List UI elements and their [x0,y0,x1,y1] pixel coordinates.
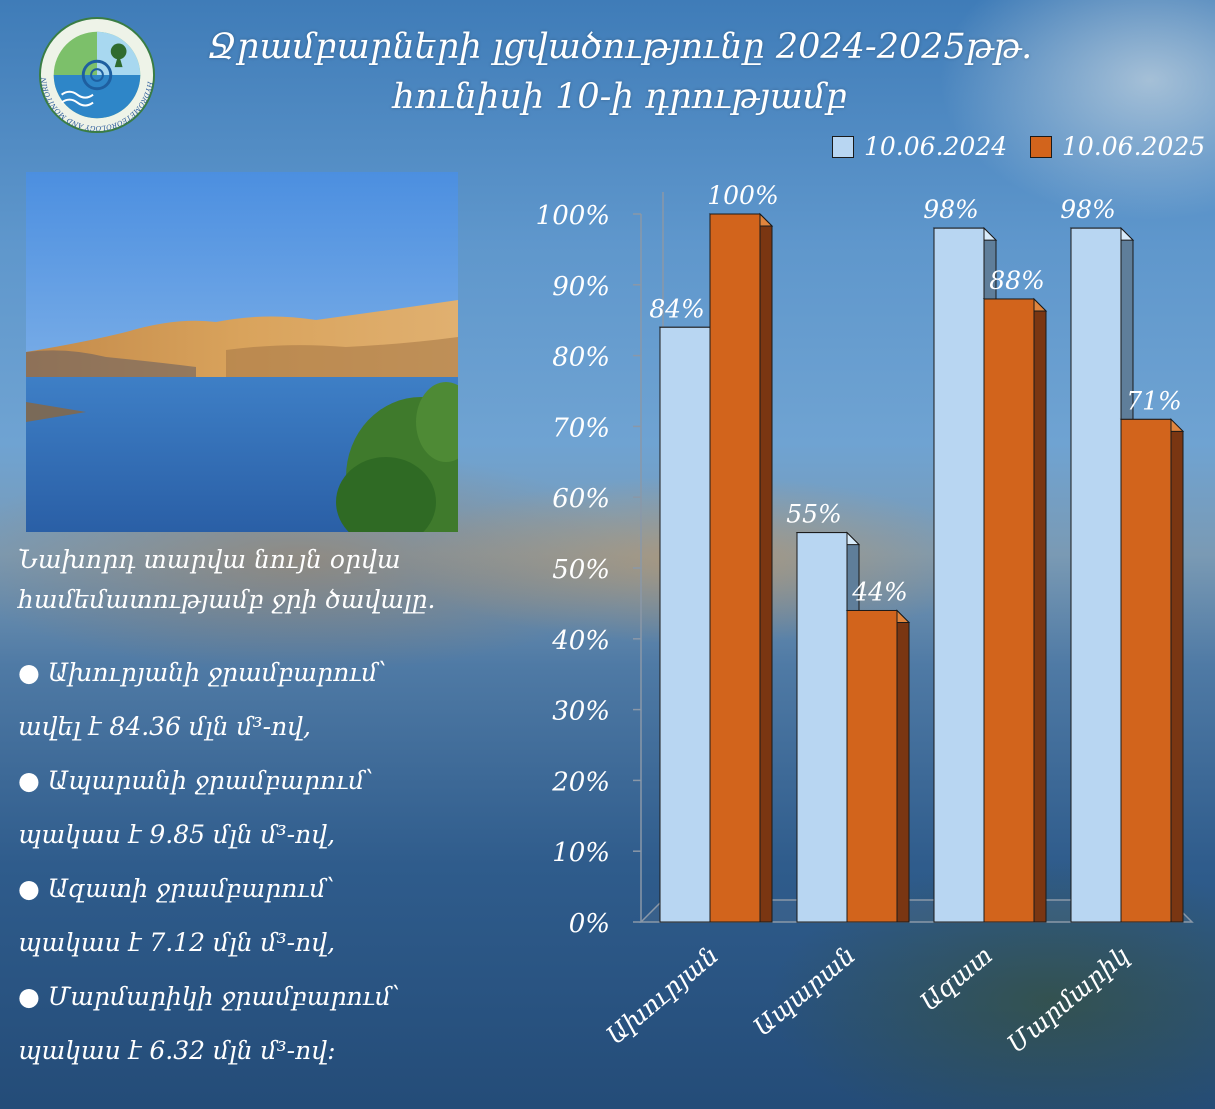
bullet-list: ● Ախուրյանի ջրամբարում՝ ավել է 84.36 մլն… [18,646,518,1078]
y-tick-label: 10% [552,838,610,868]
data-label: 55% [786,500,842,529]
bullet-marmarik: ● Մարմարիկի ջրամբարում՝ պակաս է 6.32 մլն… [18,970,518,1078]
title-line-2: հունիսի 10-ի դրությամբ [392,77,848,117]
title-line-1: Ջրամբարների լցվածությունը 2024-2025թթ. [207,27,1033,67]
y-tick-label: 40% [551,626,610,656]
bar [1120,418,1172,923]
y-tick-label: 50% [552,555,610,585]
y-tick-label: 80% [552,343,610,373]
bar-side [759,212,773,923]
legend-item-2025: 10.06.2025 [1030,132,1205,161]
legend-item-2024: 10.06.2024 [832,132,1007,161]
data-label: 88% [989,266,1045,295]
intro-line-2: համեմատությամբ ջրի ծավալը. [18,585,436,614]
bullet-title: ● Ազատի ջրամբարում՝ [18,874,335,903]
bar [1070,227,1122,923]
y-tick-label: 90% [552,272,610,302]
data-label: 84% [649,294,705,323]
bar [983,298,1035,923]
bullet-title: ● Մարմարիկի ջրամբարում՝ [18,982,401,1011]
reservoir-photo [26,172,458,532]
x-category-label: Ապարան [748,940,861,1041]
x-category-label: Ախուրյան [601,940,724,1050]
bar [933,227,985,923]
data-label: 98% [923,195,979,224]
y-tick-label: 30% [552,697,610,727]
bar-side [1033,297,1047,923]
bar [796,532,848,923]
legend-label-2024: 10.06.2024 [864,132,1008,161]
y-tick-label: 70% [552,413,610,443]
data-label: 71% [1126,386,1182,415]
bullet-detail: պակաս է 7.12 մլն մ³-ով, [18,928,336,957]
data-label: 98% [1060,195,1116,224]
y-tick-label: 100% [536,201,610,231]
summary-text: Նախորդ տարվա նույն օրվա համեմատությամբ ջ… [18,540,518,1078]
bullet-detail: ավել է 84.36 մլն մ³-ով, [18,712,311,741]
bullet-akhuryan: ● Ախուրյանի ջրամբարում՝ ավել է 84.36 մլն… [18,646,518,754]
legend-swatch-2024 [832,135,854,158]
bullet-detail: պակաս է 6.32 մլն մ³-ով: [18,1036,336,1065]
bullet-aparan: ● Ապարանի ջրամբարում՝ պակաս է 9.85 մլն մ… [18,754,518,862]
bar [659,326,711,923]
chart-legend: 10.06.2024 10.06.2025 [830,132,1215,164]
intro-line-1: Նախորդ տարվա նույն օրվա [18,545,401,574]
bar-side [896,609,910,923]
legend-label-2025: 10.06.2025 [1062,132,1206,161]
bullet-title: ● Ապարանի ջրամբարում՝ [18,766,374,795]
x-category-label: Մարմարիկ [1002,940,1135,1058]
data-label: 44% [851,577,908,606]
bullet-title: ● Ախուրյանի ջրամբարում՝ [18,658,387,687]
bar-side [1170,418,1184,923]
legend-swatch-2025 [1030,135,1052,158]
y-tick-label: 60% [552,484,610,514]
bullet-detail: պակաս է 9.85 մլն մ³-ով, [18,820,336,849]
page-title: Ջրամբարների լցվածությունը 2024-2025թթ. հ… [190,22,1050,122]
data-label: 100% [707,181,778,210]
y-tick-label: 0% [569,909,610,939]
bar [846,609,898,923]
bar [709,213,761,923]
bullet-azat: ● Ազատի ջրամբարում՝ պակաս է 7.12 մլն մ³-… [18,862,518,970]
logo: HYDROMETEOROLOGY AND MONITORING CENTER [38,16,156,134]
y-tick-label: 20% [551,767,610,797]
x-category-label: Ազատ [915,940,998,1016]
